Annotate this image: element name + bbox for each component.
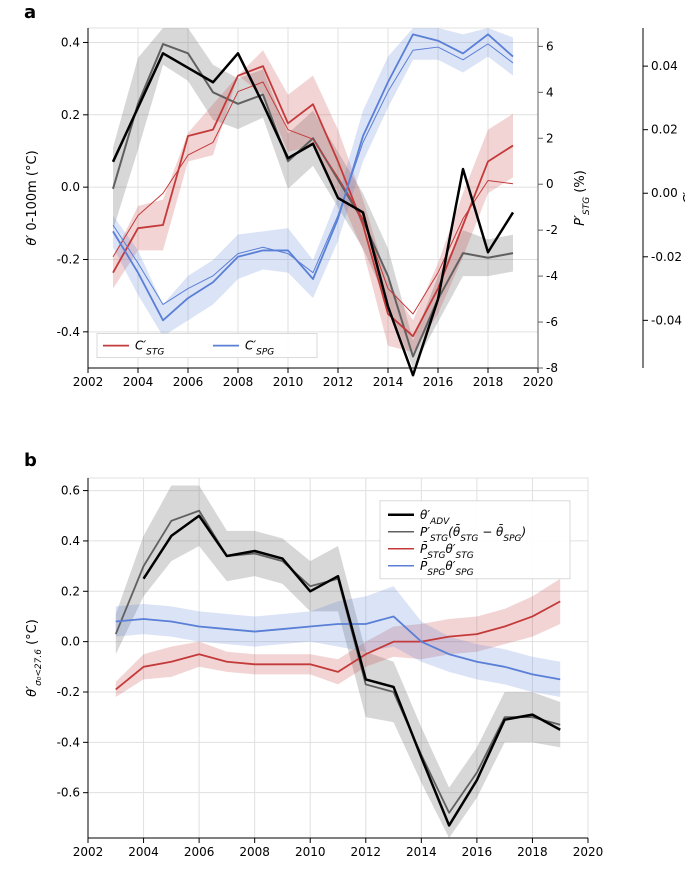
svg-text:2020: 2020 xyxy=(573,845,604,859)
svg-text:2: 2 xyxy=(546,131,554,145)
svg-text:θ′ 0-100m (°C): θ′ 0-100m (°C) xyxy=(25,150,40,245)
svg-text:2016: 2016 xyxy=(462,845,493,859)
svg-text:2014: 2014 xyxy=(373,375,404,389)
svg-text:2016: 2016 xyxy=(423,375,454,389)
svg-text:2006: 2006 xyxy=(173,375,204,389)
svg-text:2004: 2004 xyxy=(128,845,159,859)
svg-text:0.0: 0.0 xyxy=(61,180,80,194)
svg-text:6: 6 xyxy=(546,39,554,53)
panel-a-chart: -0.4 -0.2 0.0 0.2 0.4 2002 2004 2006 2008 2010 201… xyxy=(0,0,685,430)
svg-text:0.4: 0.4 xyxy=(61,534,80,548)
svg-text:0.00: 0.00 xyxy=(651,186,678,200)
svg-text:2010: 2010 xyxy=(295,845,326,859)
svg-text:4: 4 xyxy=(546,85,554,99)
svg-text:0.6: 0.6 xyxy=(61,484,80,498)
svg-text:2010: 2010 xyxy=(273,375,304,389)
svg-text:0.2: 0.2 xyxy=(61,108,80,122)
svg-text:-0.2: -0.2 xyxy=(57,252,80,266)
svg-text:-0.04: -0.04 xyxy=(651,313,682,327)
svg-text:0.02: 0.02 xyxy=(651,123,678,137)
svg-text:2020: 2020 xyxy=(523,375,554,389)
svg-text:θ′σ₀<27.6 (°C): θ′σ₀<27.6 (°C) xyxy=(25,619,44,697)
svg-text:-0.2: -0.2 xyxy=(57,685,80,699)
svg-text:2008: 2008 xyxy=(223,375,254,389)
svg-text:-0.02: -0.02 xyxy=(651,250,682,264)
svg-text:-2: -2 xyxy=(546,223,558,237)
svg-text:0.2: 0.2 xyxy=(61,584,80,598)
svg-text:0.0: 0.0 xyxy=(61,635,80,649)
svg-text:2008: 2008 xyxy=(239,845,270,859)
svg-text:0: 0 xyxy=(546,177,554,191)
svg-text:-6: -6 xyxy=(546,315,558,329)
svg-text:0.04: 0.04 xyxy=(651,59,678,73)
svg-text:-0.4: -0.4 xyxy=(57,735,80,749)
svg-text:2012: 2012 xyxy=(351,845,382,859)
svg-text:2002: 2002 xyxy=(73,375,104,389)
svg-text:2014: 2014 xyxy=(406,845,437,859)
svg-text:2002: 2002 xyxy=(73,845,104,859)
svg-text:0.4: 0.4 xyxy=(61,35,80,49)
svg-text:2012: 2012 xyxy=(323,375,354,389)
panel-b-chart: -0.6 -0.4 -0.2 0.0 0.2 0.4 0.6 2002 2004 2006 2008… xyxy=(0,450,685,880)
svg-text:-4: -4 xyxy=(546,269,558,283)
svg-text:2018: 2018 xyxy=(473,375,504,389)
svg-text:-0.6: -0.6 xyxy=(57,786,80,800)
svg-text:-8: -8 xyxy=(546,361,558,375)
svg-text:-0.4: -0.4 xyxy=(57,325,80,339)
svg-text:2004: 2004 xyxy=(123,375,154,389)
figure: a b -0.4-0.20.00.20.42002200420062008201… xyxy=(0,0,685,873)
svg-text:2006: 2006 xyxy=(184,845,215,859)
svg-text:P′STG (%): P′STG (%) xyxy=(573,170,592,226)
svg-text:2018: 2018 xyxy=(517,845,548,859)
